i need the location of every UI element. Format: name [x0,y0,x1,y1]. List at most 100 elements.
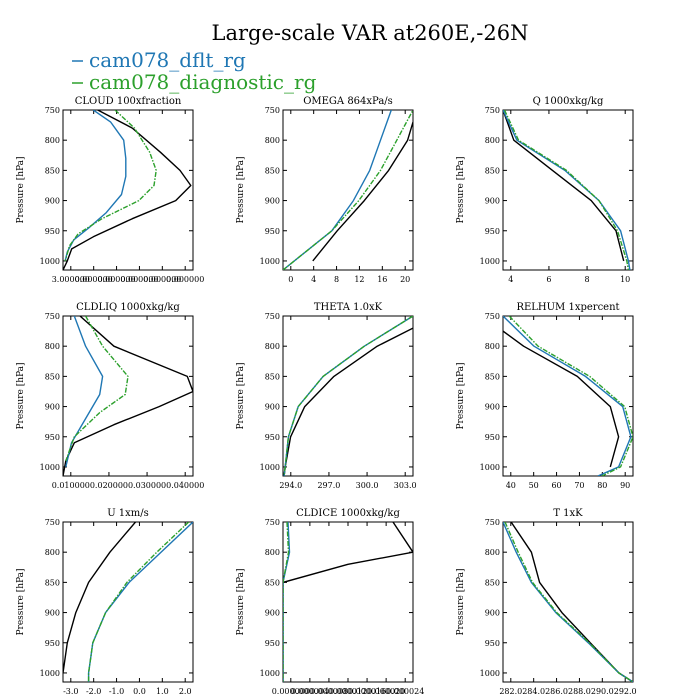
x-tick-label: 4 [508,275,513,284]
x-tick-label: 0.000008 [310,687,348,696]
x-tick-label: 0.0 [133,687,146,696]
y-tick-label: 850 [45,166,60,175]
x-tick-label: 1.0 [156,687,169,696]
x-tick-label: 300.0 [356,481,379,490]
series-line-cam078-dflt-rg [64,110,127,262]
y-tick-label: 850 [485,578,500,587]
panel-title: T 1xK [553,508,583,519]
plot-frame [282,521,414,683]
panel-title: CLDICE 1000xkg/kg [296,508,400,519]
y-tick-label: 1000 [40,257,60,266]
y-tick-label: 800 [485,548,500,557]
y-axis-label: Pressure [hPa] [16,362,26,429]
x-tick-label: 0.020000 [90,481,128,490]
x-tick-label: 282.0 [499,687,522,696]
panel-title: OMEGA 864xPa/s [303,96,393,107]
x-tick-label: 284.0 [522,687,545,696]
y-tick-label: 1000 [480,257,500,266]
x-tick-label: 10 [620,275,630,284]
y-tick-label: 750 [265,312,280,321]
series-line-cam078-diagnostic-rg [283,110,413,270]
y-tick-label: 900 [45,197,60,206]
x-tick-label: 297.0 [317,481,340,490]
y-tick-label: 800 [45,548,60,557]
y-tick-label: 850 [485,372,500,381]
series-line-black [283,522,413,682]
y-tick-label: 750 [485,106,500,115]
y-tick-label: 1000 [40,669,60,678]
series-line-cam078-diagnostic-rg [283,522,290,682]
chart-panel: CLOUD 100xfraction Pressure [hPa] 750 800 85… [16,96,204,284]
y-axis-label: Pressure [hPa] [456,156,466,223]
y-tick-label: 1000 [260,669,280,678]
series-line-black [312,121,413,262]
series-group [503,522,633,682]
x-tick-label: 70 [574,481,584,490]
series-line-cam078-dflt-rg [503,522,633,682]
series-line-black [503,110,625,262]
series-group [63,522,193,682]
plot-frame [282,109,414,271]
series-line-cam078-dflt-rg [283,522,291,682]
x-tick-label: 0.000000 [272,687,310,696]
y-tick-label: 850 [265,372,280,381]
series-line-cam078-diagnostic-rg [283,316,413,476]
panel-title: Q 1000xkg/kg [533,96,604,107]
x-tick-label: 3.000000 [52,275,90,284]
y-tick-label: 850 [265,166,280,175]
y-tick-label: 900 [485,609,500,618]
x-tick-label: 0.000000 [120,275,158,284]
x-tick-label: 8 [334,275,339,284]
y-tick-label: 850 [485,166,500,175]
y-tick-label: 850 [45,372,60,381]
x-tick-label: 0.000016 [348,687,386,696]
series-line-black [63,316,193,476]
panel-title: CLDLIQ 1000xkg/kg [76,302,180,313]
series-line-black [63,522,137,673]
series-line-black [63,110,192,270]
x-tick-label: 8 [585,275,590,284]
y-tick-label: 900 [45,403,60,412]
x-tick-label: 0.000004 [291,687,329,696]
series-line-cam078-dflt-rg [503,316,632,476]
y-tick-label: 800 [45,342,60,351]
x-tick-label: 0.000000 [143,275,181,284]
x-tick-label: 303.0 [394,481,417,490]
panel-title: U 1xm/s [107,508,149,519]
series-line-cam078-diagnostic-rg [64,110,157,262]
series-line-cam078-dflt-rg [283,316,413,476]
x-tick-label: 40 [506,481,516,490]
y-tick-label: 750 [265,106,280,115]
x-tick-label: 0.000012 [329,687,367,696]
y-axis-label: Pressure [hPa] [236,156,246,223]
x-tick-label: 288.0 [568,687,591,696]
series-line-cam078-dflt-rg [283,110,392,270]
x-tick-label: 0.030000 [128,481,166,490]
y-tick-label: 800 [485,136,500,145]
y-tick-label: 850 [45,578,60,587]
y-tick-label: 800 [265,548,280,557]
x-tick-label: 294.0 [279,481,302,490]
plot-frame [502,109,634,271]
y-tick-label: 750 [485,518,500,527]
y-tick-label: 900 [265,197,280,206]
series-line-cam078-diagnostic-rg [504,522,633,682]
x-tick-label: 6 [546,275,551,284]
x-tick-label: 0.040000 [166,481,204,490]
x-tick-label: 0.000000 [166,275,204,284]
plot-frame [282,315,414,477]
series-line-cam078-dflt-rg [503,110,631,270]
plot-frame [502,315,634,477]
series-group [503,316,633,476]
series-line-black [283,327,413,476]
panel-title: THETA 1.0xK [314,302,383,313]
y-tick-label: 800 [45,136,60,145]
series-group [283,316,413,476]
panel-title: CLOUD 100xfraction [75,96,182,107]
chart-panel: Q 1000xkg/kg Pressure [hPa] 750 800 850 900 95… [456,96,634,284]
plot-frame [62,315,194,477]
y-tick-label: 950 [45,639,60,648]
y-tick-label: 950 [265,639,280,648]
y-tick-label: 950 [265,227,280,236]
